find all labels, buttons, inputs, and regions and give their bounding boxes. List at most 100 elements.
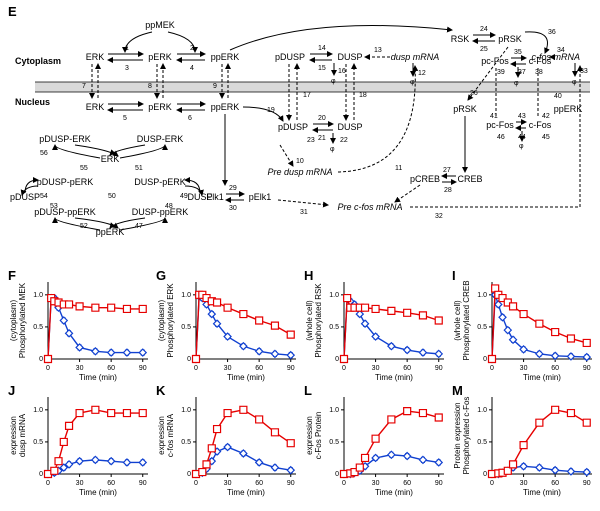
svg-text:expression: expression	[157, 416, 166, 455]
svg-text:56: 56	[40, 150, 48, 157]
svg-text:Time (min): Time (min)	[79, 373, 117, 382]
node-pdusp-cyt: pDUSP	[275, 52, 305, 62]
chart-i: 00.51.00306090Time (min)Phosphorylated C…	[450, 268, 598, 383]
svg-text:30: 30	[520, 365, 528, 372]
svg-text:46: 46	[497, 134, 505, 141]
svg-text:45: 45	[542, 134, 550, 141]
svg-text:8: 8	[148, 83, 152, 90]
svg-text:1.0: 1.0	[329, 292, 339, 299]
svg-text:(whole cell): (whole cell)	[453, 300, 462, 341]
svg-text:0: 0	[194, 480, 198, 487]
svg-text:30: 30	[224, 480, 232, 487]
svg-text:20: 20	[318, 115, 326, 122]
node-pperk-c: ppERK	[96, 227, 125, 237]
chart-k: 00.51.00306090Time (min)c-fos mRNAexpres…	[154, 383, 302, 498]
svg-text:48: 48	[165, 203, 173, 210]
svg-text:expression: expression	[9, 416, 18, 455]
svg-text:(whole cell): (whole cell)	[305, 300, 314, 341]
svg-text:0: 0	[46, 480, 50, 487]
svg-text:1.0: 1.0	[477, 407, 487, 414]
svg-text:0: 0	[187, 471, 191, 478]
svg-text:0: 0	[39, 471, 43, 478]
chart-m: 00.51.00306090Time (min)Phosphorylated c…	[450, 383, 598, 498]
svg-text:1.0: 1.0	[181, 407, 191, 414]
chart-l: 00.51.00306090Time (min)c-Fos Proteinexp…	[302, 383, 450, 498]
svg-text:L: L	[304, 383, 312, 398]
svg-text:0: 0	[490, 365, 494, 372]
svg-text:60: 60	[403, 480, 411, 487]
svg-text:Time (min): Time (min)	[227, 488, 265, 497]
svg-text:90: 90	[139, 365, 147, 372]
svg-text:37: 37	[518, 69, 526, 76]
node-pperk-nuc2: ppERK	[554, 104, 583, 114]
svg-text:0: 0	[483, 471, 487, 478]
svg-text:0: 0	[194, 365, 198, 372]
svg-text:φ: φ	[330, 146, 335, 153]
svg-text:60: 60	[551, 365, 559, 372]
svg-text:10: 10	[296, 158, 304, 165]
label-nucleus: Nucleus	[15, 97, 50, 107]
node-dusp-pperk: DUSP-ppERK	[132, 207, 189, 217]
chart-j: 00.51.00306090Time (min)dusp mRNAexpress…	[6, 383, 154, 498]
svg-text:1: 1	[125, 45, 129, 52]
svg-text:0: 0	[483, 356, 487, 363]
svg-text:53: 53	[50, 203, 58, 210]
svg-text:0.5: 0.5	[329, 439, 339, 446]
svg-text:Time (min): Time (min)	[375, 488, 413, 497]
label-cytoplasm: Cytoplasm	[15, 56, 61, 66]
svg-text:Time (min): Time (min)	[523, 488, 561, 497]
node-pelk1: pElk1	[249, 192, 272, 202]
node-prsk: pRSK	[498, 34, 522, 44]
svg-text:K: K	[156, 383, 166, 398]
svg-text:39: 39	[497, 69, 505, 76]
svg-text:24: 24	[480, 26, 488, 33]
svg-text:Phosphorylated ERK: Phosphorylated ERK	[166, 283, 175, 358]
node-pre-cfos: Pre c-fos mRNA	[337, 202, 402, 212]
svg-text:1.0: 1.0	[329, 407, 339, 414]
svg-text:13: 13	[374, 47, 382, 54]
svg-text:H: H	[304, 268, 313, 283]
svg-text:0.5: 0.5	[329, 324, 339, 331]
svg-text:Time (min): Time (min)	[227, 373, 265, 382]
svg-text:1.0: 1.0	[33, 407, 43, 414]
node-cfos-mrna: c-fos mRNA	[531, 52, 580, 62]
svg-text:Time (min): Time (min)	[375, 373, 413, 382]
svg-text:90: 90	[435, 365, 443, 372]
svg-text:30: 30	[372, 480, 380, 487]
svg-text:Time (min): Time (min)	[79, 488, 117, 497]
svg-text:51: 51	[135, 165, 143, 172]
svg-text:9: 9	[213, 83, 217, 90]
svg-text:32: 32	[435, 213, 443, 220]
svg-text:60: 60	[255, 480, 263, 487]
node-prsk-nuc: pRSK	[453, 104, 477, 114]
svg-text:49: 49	[180, 193, 188, 200]
svg-text:0: 0	[46, 365, 50, 372]
svg-text:c-Fos Protein: c-Fos Protein	[314, 412, 323, 460]
svg-text:0.5: 0.5	[181, 324, 191, 331]
node-pdusp-perk: pDUSP-pERK	[37, 177, 94, 187]
svg-text:41: 41	[490, 113, 498, 120]
svg-text:17: 17	[303, 92, 311, 99]
svg-text:21: 21	[318, 135, 326, 142]
svg-text:29: 29	[229, 185, 237, 192]
svg-text:22: 22	[340, 137, 348, 144]
svg-text:90: 90	[287, 480, 295, 487]
diagram-e: Cytoplasm Nucleus ppMEK ERK pERK ppERK 1…	[0, 0, 600, 260]
svg-text:60: 60	[403, 365, 411, 372]
svg-text:1.0: 1.0	[33, 292, 43, 299]
node-pdusp-pperk: pDUSP-ppERK	[34, 207, 96, 217]
svg-text:1.0: 1.0	[181, 292, 191, 299]
node-pperk-cyt: ppERK	[211, 52, 240, 62]
svg-text:90: 90	[435, 480, 443, 487]
node-pcreb: pCREB	[410, 174, 440, 184]
svg-text:(cytoplasm): (cytoplasm)	[9, 299, 18, 341]
svg-text:dusp mRNA: dusp mRNA	[18, 413, 27, 457]
svg-text:0: 0	[490, 480, 494, 487]
svg-text:0: 0	[39, 356, 43, 363]
svg-text:φ: φ	[331, 78, 336, 85]
svg-text:0.5: 0.5	[33, 439, 43, 446]
svg-text:55: 55	[80, 165, 88, 172]
chart-g: 00.51.00306090Time (min)Phosphorylated E…	[154, 268, 302, 383]
svg-text:Phosphorylated MEK: Phosphorylated MEK	[18, 282, 27, 358]
svg-text:18: 18	[359, 92, 367, 99]
